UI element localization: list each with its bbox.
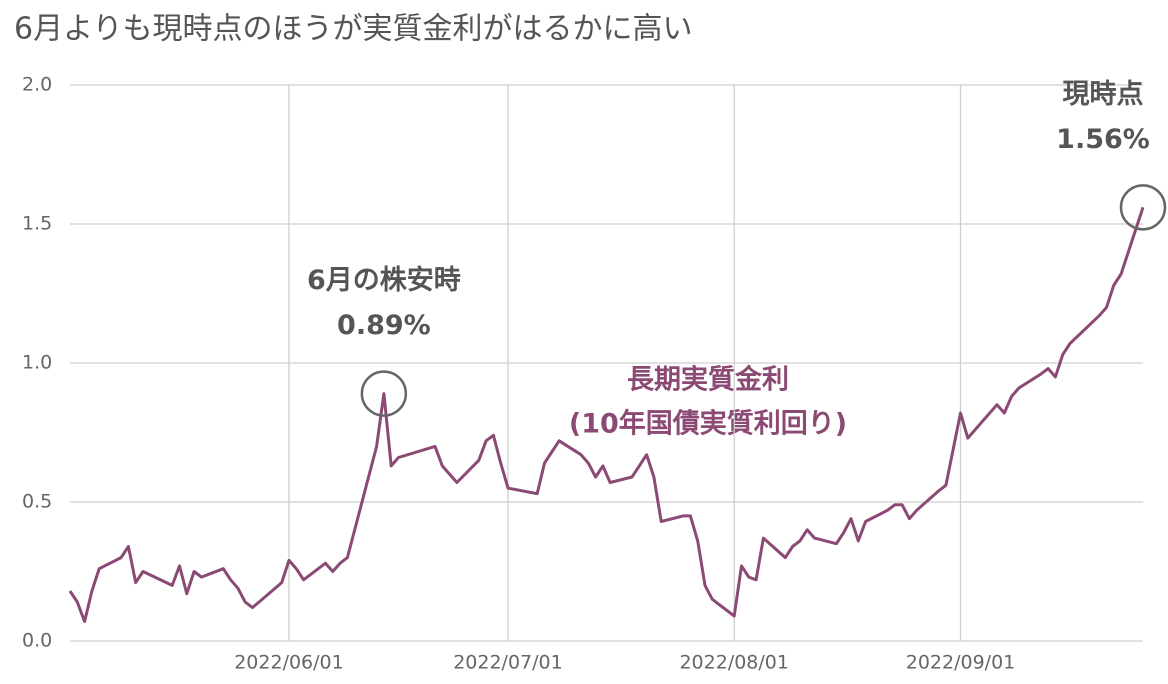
x-tick-label: 2022/09/01: [906, 652, 1016, 674]
annotation-value: 1.56%: [1056, 124, 1150, 155]
x-tick-label: 2022/06/01: [234, 652, 344, 674]
x-tick-label: 2022/07/01: [453, 652, 563, 674]
annotation-title: 6月の株安時: [307, 265, 461, 296]
x-tick-label: 2022/08/01: [679, 652, 789, 674]
annotation-circle: [1119, 184, 1167, 231]
annotation-circle: [360, 370, 408, 417]
series-label: 長期実質金利: [627, 364, 789, 396]
series-sublabel: (10年国債実質利回り): [569, 408, 847, 440]
y-tick-label: 1.0: [22, 352, 52, 374]
annotation-title: 現時点: [1063, 79, 1144, 110]
y-tick-label: 1.5: [22, 213, 52, 235]
line: [68, 206, 1145, 623]
chart-title: 6月よりも現時点のほうが実質金利がはるかに高い: [14, 12, 693, 47]
annotation-value: 0.89%: [337, 310, 431, 341]
y-tick-label: 2.0: [22, 74, 52, 96]
y-tick-label: 0.0: [22, 630, 52, 652]
y-tick-label: 0.5: [22, 491, 52, 513]
